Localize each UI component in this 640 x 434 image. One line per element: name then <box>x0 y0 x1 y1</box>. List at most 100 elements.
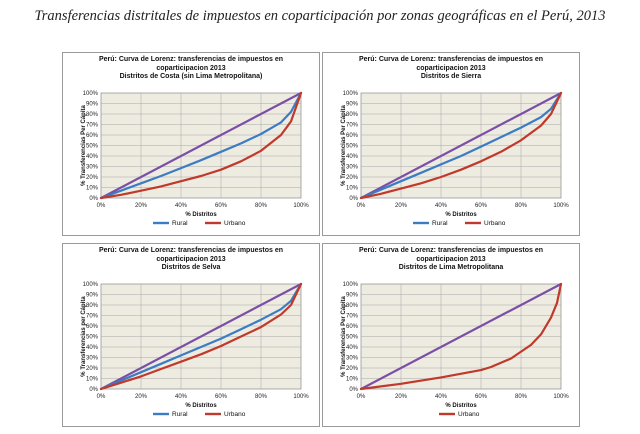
y-tick-label: 80% <box>86 303 99 309</box>
series-line-urbano <box>99 282 303 391</box>
series-line-equidad <box>99 91 303 200</box>
legend-label: Urbano <box>224 220 246 227</box>
x-axis-title: % Distritos <box>445 212 477 218</box>
y-tick-label: 40% <box>86 345 99 351</box>
chart-title-line: Perú: Curva de Lorenz: transferencias de… <box>99 247 283 254</box>
legend-label: Rural <box>172 411 188 418</box>
series-line-rural <box>99 282 303 391</box>
y-tick-label: 60% <box>86 324 99 330</box>
x-axis-title: % Distritos <box>445 403 477 409</box>
x-tick-label: 100% <box>293 203 309 209</box>
y-tick-label: 50% <box>346 335 359 341</box>
y-tick-label: 40% <box>346 345 359 351</box>
y-axis-title: % Transferencias per Cápita <box>81 296 87 377</box>
y-tick-label: 20% <box>346 175 359 181</box>
series-line-urbano <box>359 282 563 391</box>
y-tick-label: 10% <box>86 377 99 383</box>
page-title: Transferencias distritales de impuestos … <box>34 8 606 24</box>
y-tick-label: 0% <box>89 196 98 202</box>
y-tick-label: 40% <box>346 154 359 160</box>
chart-title-line: Distritos de Sierra <box>420 73 482 80</box>
y-tick-label: 60% <box>346 324 359 330</box>
y-tick-label: 80% <box>346 303 359 309</box>
y-tick-label: 70% <box>86 123 99 129</box>
y-tick-label: 40% <box>86 154 99 160</box>
x-tick-label: 80% <box>515 394 528 400</box>
y-tick-label: 90% <box>86 293 99 299</box>
lorenz-chart-sierra: Perú: Curva de Lorenz: transferencias de… <box>322 52 580 236</box>
y-tick-label: 70% <box>346 314 359 320</box>
series-line-equidad <box>359 91 563 200</box>
series-line-urbano <box>359 91 563 200</box>
chart-svg: 0% 10% 20% 30% 40% 50% 60% 70% 80% 90% 100% 0% 20% 40… <box>81 91 309 227</box>
x-tick-label: 20% <box>395 394 408 400</box>
y-tick-label: 20% <box>346 366 359 372</box>
chart-svg: 0% 10% 20% 30% 40% 50% 60% 70% 80% 90% 100% 0% 20% 40… <box>81 282 309 418</box>
x-tick-label: 60% <box>215 203 228 209</box>
y-tick-label: 70% <box>346 123 359 129</box>
chart-svg: 0% 10% 20% 30% 40% 50% 60% 70% 80% 90% 100% 0% 20% 40… <box>341 282 569 418</box>
y-tick-label: 10% <box>346 186 359 192</box>
y-axis-title: % Transferencias Per Cápita <box>81 104 87 185</box>
y-tick-label: 100% <box>83 282 99 288</box>
chart-title-line: coparticipacion 2013 <box>156 64 226 72</box>
legend-label: Urbano <box>484 220 506 227</box>
chart-title-line: coparticipacion 2013 <box>156 255 226 263</box>
y-tick-label: 70% <box>86 314 99 320</box>
y-axis-title: % Transferencias Per Cápita <box>341 104 347 185</box>
y-tick-label: 30% <box>346 165 359 171</box>
y-tick-label: 90% <box>86 102 99 108</box>
x-tick-label: 40% <box>435 203 448 209</box>
y-tick-label: 30% <box>86 356 99 362</box>
chart-title: Perú: Curva de Lorenz: transferencias de… <box>323 56 579 82</box>
x-tick-label: 40% <box>175 203 188 209</box>
x-tick-label: 60% <box>215 394 228 400</box>
y-tick-label: 30% <box>346 356 359 362</box>
chart-title-line: Distritos de Costa (sin Lima Metropolita… <box>119 73 263 80</box>
x-tick-label: 80% <box>515 203 528 209</box>
y-tick-label: 80% <box>86 112 99 118</box>
x-tick-label: 60% <box>475 394 488 400</box>
series-line-equidad <box>99 282 303 391</box>
x-tick-label: 20% <box>135 394 148 400</box>
chart-title-line: Distritos de Lima Metropolitana <box>398 264 504 271</box>
y-tick-label: 20% <box>86 175 99 181</box>
x-axis-title: % Distritos <box>185 403 217 409</box>
x-tick-label: 0% <box>357 394 366 400</box>
chart-title: Perú: Curva de Lorenz: transferencias de… <box>63 247 319 273</box>
x-tick-label: 60% <box>475 203 488 209</box>
y-tick-label: 20% <box>86 366 99 372</box>
x-tick-label: 0% <box>97 203 106 209</box>
series-line-rural <box>99 91 303 200</box>
chart-title-line: Perú: Curva de Lorenz: transferencias de… <box>99 56 283 63</box>
x-tick-label: 0% <box>97 394 106 400</box>
legend-label: Urbano <box>224 411 246 418</box>
legend-label: Rural <box>172 220 188 227</box>
y-tick-label: 100% <box>343 282 359 288</box>
y-tick-label: 90% <box>346 102 359 108</box>
y-axis-title: % Transferencias Per Cápita <box>341 295 347 376</box>
y-tick-label: 10% <box>346 377 359 383</box>
y-tick-label: 80% <box>346 112 359 118</box>
series-line-rural <box>359 91 563 200</box>
chart-title: Perú: Curva de Lorenz: transferencias de… <box>323 247 579 273</box>
y-tick-label: 30% <box>86 165 99 171</box>
y-tick-label: 90% <box>346 293 359 299</box>
x-tick-label: 80% <box>255 203 268 209</box>
series-line-equidad <box>359 282 563 391</box>
x-tick-label: 100% <box>293 394 309 400</box>
y-tick-label: 60% <box>86 133 99 139</box>
lorenz-chart-costa: Perú: Curva de Lorenz: transferencias de… <box>62 52 320 236</box>
lorenz-chart-lima: Perú: Curva de Lorenz: transferencias de… <box>322 243 580 427</box>
y-tick-label: 100% <box>343 91 359 97</box>
y-tick-label: 50% <box>86 335 99 341</box>
chart-title-line: coparticipacion 2013 <box>416 255 486 263</box>
x-tick-label: 0% <box>357 203 366 209</box>
chart-title-line: Distritos de Selva <box>161 264 221 271</box>
lorenz-chart-selva: Perú: Curva de Lorenz: transferencias de… <box>62 243 320 427</box>
y-tick-label: 0% <box>349 387 358 393</box>
x-axis-title: % Distritos <box>185 212 217 218</box>
y-tick-label: 0% <box>349 196 358 202</box>
chart-title-line: coparticipacion 2013 <box>416 64 486 72</box>
y-tick-label: 0% <box>89 387 98 393</box>
